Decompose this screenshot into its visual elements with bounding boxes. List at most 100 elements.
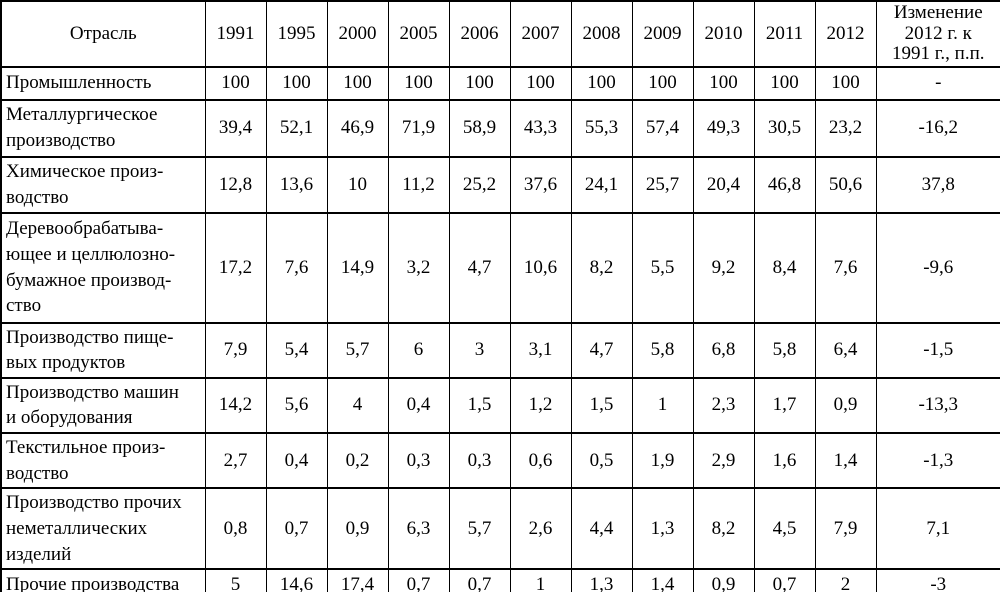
value-cell: 1 (509, 568, 572, 592)
value-cell: 37,6 (509, 155, 572, 214)
value-cell: 2,3 (692, 376, 755, 435)
header-year: 1991 (204, 0, 267, 68)
value-cell: 10 (326, 155, 389, 214)
value-cell: 0,5 (570, 432, 633, 490)
value-cell: 71,9 (387, 98, 450, 158)
value-cell: 1,2 (509, 376, 572, 435)
value-cell: 5,8 (753, 321, 816, 379)
value-cell: 0,2 (326, 432, 389, 490)
header-year: 2005 (387, 0, 450, 68)
value-cell: 5,7 (448, 487, 511, 571)
table-row: Металлургическое производство 39,4 52,1 46,… (0, 98, 1000, 158)
industry-label: Химическое произ- водство (0, 155, 206, 214)
header-year: 2008 (570, 0, 633, 68)
value-cell: 14,2 (204, 376, 267, 435)
value-cell: 11,2 (387, 155, 450, 214)
table-row: Текстильное произ- водство 2,7 0,4 0,2 0,3 0,… (0, 432, 1000, 490)
value-cell: 7,9 (814, 487, 877, 571)
value-cell: 0,4 (387, 376, 450, 435)
value-cell: 5,5 (631, 211, 694, 324)
value-cell: 6,4 (814, 321, 877, 379)
value-cell: 5 (204, 568, 267, 592)
value-cell: 3,2 (387, 211, 450, 324)
change-cell: 7,1 (875, 487, 1000, 571)
change-cell: -16,2 (875, 98, 1000, 158)
value-cell: 9,2 (692, 211, 755, 324)
value-cell: 4,7 (570, 321, 633, 379)
table-row: Деревообрабатыва- ющее и целлюлозно- бум… (0, 211, 1000, 324)
value-cell: 100 (265, 65, 328, 101)
value-cell: 6,3 (387, 487, 450, 571)
header-row: Отрасль 1991 1995 2000 2005 2006 2007 2008 2009… (0, 0, 1000, 68)
industry-label: Производство прочих неметаллических изде… (0, 487, 206, 571)
value-cell: 1,3 (631, 487, 694, 571)
value-cell: 100 (387, 65, 450, 101)
value-cell: 1,9 (631, 432, 694, 490)
value-cell: 1,4 (814, 432, 877, 490)
industry-label: Текстильное произ- водство (0, 432, 206, 490)
table-row: Прочие производства 5 14,6 17,4 0,7 0,7 1 1,3 1,… (0, 568, 1000, 592)
header-year: 2009 (631, 0, 694, 68)
value-cell: 39,4 (204, 98, 267, 158)
value-cell: 3,1 (509, 321, 572, 379)
value-cell: 100 (448, 65, 511, 101)
value-cell: 30,5 (753, 98, 816, 158)
value-cell: 0,7 (265, 487, 328, 571)
value-cell: 46,9 (326, 98, 389, 158)
value-cell: 6,8 (692, 321, 755, 379)
value-cell: 100 (570, 65, 633, 101)
value-cell: 0,7 (753, 568, 816, 592)
industry-label: Производство пище- вых продуктов (0, 321, 206, 379)
value-cell: 1,5 (570, 376, 633, 435)
value-cell: 0,9 (692, 568, 755, 592)
value-cell: 52,1 (265, 98, 328, 158)
value-cell: 7,6 (265, 211, 328, 324)
value-cell: 1 (631, 376, 694, 435)
value-cell: 25,7 (631, 155, 694, 214)
change-cell: -9,6 (875, 211, 1000, 324)
value-cell: 55,3 (570, 98, 633, 158)
table-row: Производство машин и оборудования 14,2 5,6… (0, 376, 1000, 435)
header-year: 2007 (509, 0, 572, 68)
value-cell: 57,4 (631, 98, 694, 158)
change-cell: 37,8 (875, 155, 1000, 214)
value-cell: 0,6 (509, 432, 572, 490)
table-row: Производство прочих неметаллических изде… (0, 487, 1000, 571)
value-cell: 1,5 (448, 376, 511, 435)
value-cell: 12,8 (204, 155, 267, 214)
header-year: 2010 (692, 0, 755, 68)
value-cell: 8,2 (692, 487, 755, 571)
industry-label: Прочие производства (0, 568, 206, 592)
value-cell: 0,4 (265, 432, 328, 490)
value-cell: 17,4 (326, 568, 389, 592)
value-cell: 1,3 (570, 568, 633, 592)
industry-label: Металлургическое производство (0, 98, 206, 158)
header-change: Изменение 2012 г. к 1991 г., п.п. (875, 0, 1000, 68)
value-cell: 4,4 (570, 487, 633, 571)
value-cell: 58,9 (448, 98, 511, 158)
value-cell: 0,3 (448, 432, 511, 490)
value-cell: 14,9 (326, 211, 389, 324)
value-cell: 3 (448, 321, 511, 379)
table-row: Химическое произ- водство 12,8 13,6 10 11,2 2… (0, 155, 1000, 214)
value-cell: 13,6 (265, 155, 328, 214)
value-cell: 1,7 (753, 376, 816, 435)
value-cell: 14,6 (265, 568, 328, 592)
header-year: 2006 (448, 0, 511, 68)
change-cell: -1,3 (875, 432, 1000, 490)
value-cell: 1,4 (631, 568, 694, 592)
value-cell: 46,8 (753, 155, 816, 214)
value-cell: 2,6 (509, 487, 572, 571)
value-cell: 0,7 (387, 568, 450, 592)
value-cell: 25,2 (448, 155, 511, 214)
value-cell: 5,4 (265, 321, 328, 379)
value-cell: 100 (631, 65, 694, 101)
value-cell: 0,8 (204, 487, 267, 571)
value-cell: 43,3 (509, 98, 572, 158)
value-cell: 7,9 (204, 321, 267, 379)
value-cell: 1,6 (753, 432, 816, 490)
table-header: Отрасль 1991 1995 2000 2005 2006 2007 2008 2009… (0, 0, 1000, 68)
value-cell: 5,8 (631, 321, 694, 379)
